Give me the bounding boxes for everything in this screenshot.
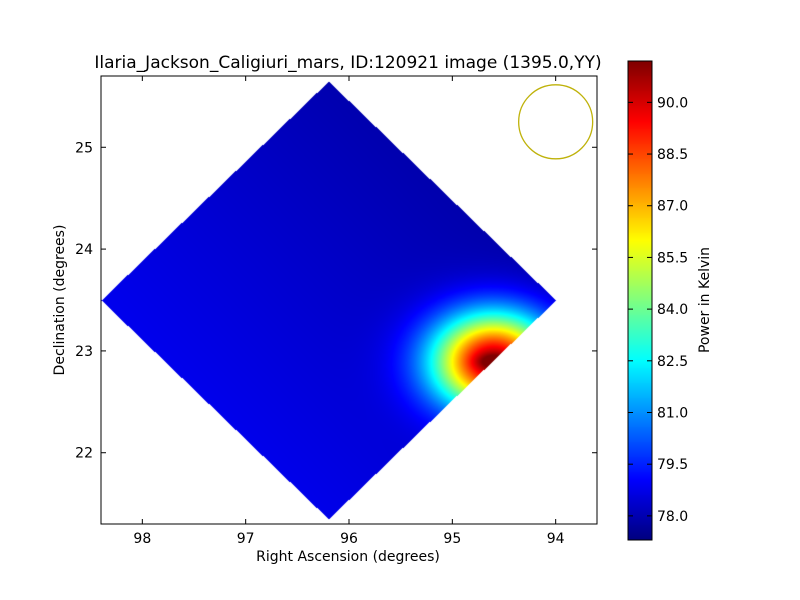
colorbar-frame xyxy=(627,60,653,541)
colorbar-tick-label: 81.0 xyxy=(657,405,688,421)
y-tick-label: 24 xyxy=(75,242,93,258)
colorbar-tick-label: 87.0 xyxy=(657,199,688,215)
colorbar-ticks: 78.0 79.5 81.0 82.5 84.0 85.5 87.0 88.5 90.0 xyxy=(628,95,688,525)
x-tick-label: 95 xyxy=(443,531,461,547)
colorbar-tick-label: 84.0 xyxy=(657,302,688,318)
colorbar-tick-label: 88.5 xyxy=(657,147,688,163)
beam-circle xyxy=(518,84,594,160)
y-axis-label: Declination (degrees) xyxy=(52,225,68,376)
colorbar-tick-label: 79.5 xyxy=(657,457,688,473)
x-axis-label: Right Ascension (degrees) xyxy=(256,549,440,565)
colorbar-tick-label: 90.0 xyxy=(657,95,688,111)
colorbar-gradient xyxy=(628,61,652,540)
x-tick-label: 96 xyxy=(340,531,358,547)
colorbar-tick-label: 78.0 xyxy=(657,509,688,525)
heatmap-raster xyxy=(101,76,597,524)
y-tick-label: 25 xyxy=(75,140,93,156)
colorbar-label: Power in Kelvin xyxy=(697,247,713,353)
chart-title: Ilaria_Jackson_Caligiuri_mars, ID:120921… xyxy=(94,53,601,73)
x-tick-label: 97 xyxy=(237,531,255,547)
x-axis-ticks: 98 97 96 95 94 xyxy=(133,76,565,547)
y-tick-label: 22 xyxy=(75,446,93,462)
y-axis-ticks: 22 23 24 25 xyxy=(75,140,597,462)
heatmap-image xyxy=(101,76,597,524)
colorbar-tick-label: 82.5 xyxy=(657,354,688,370)
x-tick-label: 94 xyxy=(547,531,565,547)
colorbar-tick-label: 85.5 xyxy=(657,250,688,266)
y-tick-label: 23 xyxy=(75,344,93,360)
colorbar: 78.0 79.5 81.0 82.5 84.0 85.5 87.0 88.5 90.0 Pow… xyxy=(627,60,713,541)
x-tick-label: 98 xyxy=(133,531,151,547)
